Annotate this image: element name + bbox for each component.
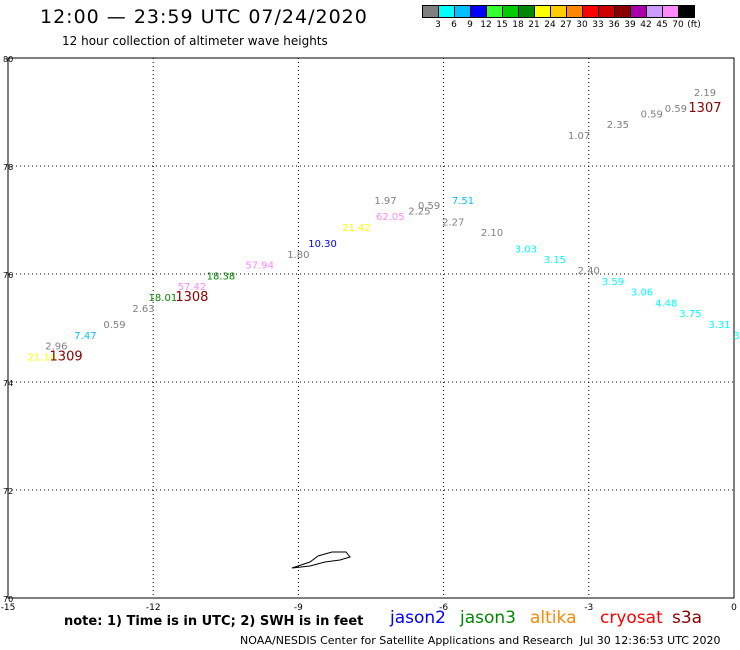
scale-label: (ft) [687, 20, 701, 30]
wave-height-label: 1.97 [374, 196, 396, 207]
wave-height-label: 10.30 [308, 239, 337, 250]
pass-number-label: 1308 [175, 290, 208, 305]
scale-label: 70 [672, 20, 684, 30]
y-tick-label: 70 [3, 595, 13, 604]
footer-note: note: 1) Time is in UTC; 2) SWH is in fe… [64, 614, 364, 629]
wave-height-label: 4.48 [655, 298, 677, 309]
scale-label: 45 [656, 20, 668, 30]
wave-height-label: 2.35 [607, 120, 629, 131]
wave-height-label: 0.59 [103, 320, 125, 331]
wave-height-label: 57.42 [178, 282, 207, 293]
scale-label: 42 [640, 20, 652, 30]
map-grid [8, 58, 734, 598]
x-tick-label: 0 [731, 603, 737, 613]
satellite-jason3: jason3 [460, 608, 516, 628]
wave-height-label: 3.59 [602, 277, 624, 288]
pass-number-label: 1307 [688, 101, 721, 116]
timestamp-text: Jul 30 12:36:53 UTC 2020 [580, 634, 721, 647]
wave-height-color-scale: 3 6 9 12 15 18 21 24 27 30 33 36 39 42 45 70 (ft) [422, 5, 701, 30]
scale-label: 3 [435, 20, 441, 30]
scale-label: 15 [496, 20, 508, 30]
wave-height-label: 57.94 [245, 261, 274, 272]
wave-height-label: 3.31 [708, 320, 730, 331]
x-tick-label: -6 [439, 603, 448, 613]
wave-height-label: 18.01 [149, 293, 178, 304]
x-tick-label: -15 [1, 603, 16, 613]
satellite-altika: altika [530, 608, 577, 628]
wave-height-label: 2.63 [132, 304, 154, 315]
wave-height-points: 21.1413092.967.470.592.6318.01130857.421… [28, 88, 740, 365]
wave-height-label: 2.27 [442, 217, 464, 228]
y-tick-label: 74 [3, 379, 13, 388]
wave-height-label: 0.59 [641, 109, 663, 120]
pass-number-label: 1309 [50, 349, 83, 364]
scale-label: 6 [451, 20, 457, 30]
scale-swatch [678, 5, 695, 18]
y-tick-label: 76 [3, 271, 13, 280]
map-frame [7, 57, 735, 599]
wave-height-label: 0.59 [665, 104, 687, 115]
wave-height-label: 2.40 [578, 266, 600, 277]
wave-height-label: 21.14 [28, 352, 57, 363]
wave-height-label: 0.59 [418, 201, 440, 212]
island-outline [291, 551, 351, 569]
wave-height-label: 2.10 [481, 228, 503, 239]
wave-height-label: 7.47 [74, 331, 96, 342]
wave-height-label: 3.03 [515, 244, 537, 255]
wave-height-label: 2.25 [408, 207, 430, 218]
y-tick-label: 80 [3, 55, 13, 64]
page-title: 12:00 — 23:59 UTC 07/24/2020 [40, 6, 368, 28]
page-subtitle: 12 hour collection of altimeter wave hei… [62, 34, 328, 48]
satellite-s3a: s3a [672, 608, 703, 628]
x-tick-label: -9 [294, 603, 303, 613]
x-tick-label: -3 [584, 603, 593, 613]
x-tick-label: -12 [146, 603, 161, 613]
wave-height-label: 21.42 [342, 223, 371, 234]
satellite-cryosat: cryosat [600, 608, 663, 628]
scale-label: 30 [576, 20, 588, 30]
scale-label: 9 [467, 20, 473, 30]
wave-height-label: 2.96 [45, 342, 67, 353]
scale-label: 39 [624, 20, 636, 30]
axis-ticks: -15 -12 -9 -6 -3 0 70 72 74 76 78 80 [1, 55, 737, 613]
wave-height-label: 3.15 [544, 255, 566, 266]
scale-label: 33 [592, 20, 604, 30]
y-tick-label: 78 [3, 163, 13, 172]
wave-height-label: 18.38 [207, 271, 236, 282]
scale-label: 18 [512, 20, 524, 30]
scale-label: 27 [560, 20, 572, 30]
satellite-jason2: jason2 [390, 608, 446, 628]
credit-text: NOAA/NESDIS Center for Satellite Applica… [240, 634, 574, 647]
wave-height-label: 3.06 [631, 288, 653, 299]
wave-height-label: 1.07 [568, 131, 590, 142]
scale-label: 21 [528, 20, 540, 30]
scale-label: 12 [480, 20, 492, 30]
wave-height-label: 62.05 [376, 212, 405, 223]
wave-height-label: 1.80 [287, 250, 309, 261]
y-tick-label: 72 [3, 487, 13, 496]
wave-height-label: 3 [733, 331, 739, 342]
wave-height-label: 2.19 [694, 88, 716, 99]
wave-height-label: 7.51 [452, 196, 474, 207]
scale-label: 36 [608, 20, 620, 30]
wave-height-label: 3.75 [679, 309, 701, 320]
scale-label: 24 [544, 20, 556, 30]
